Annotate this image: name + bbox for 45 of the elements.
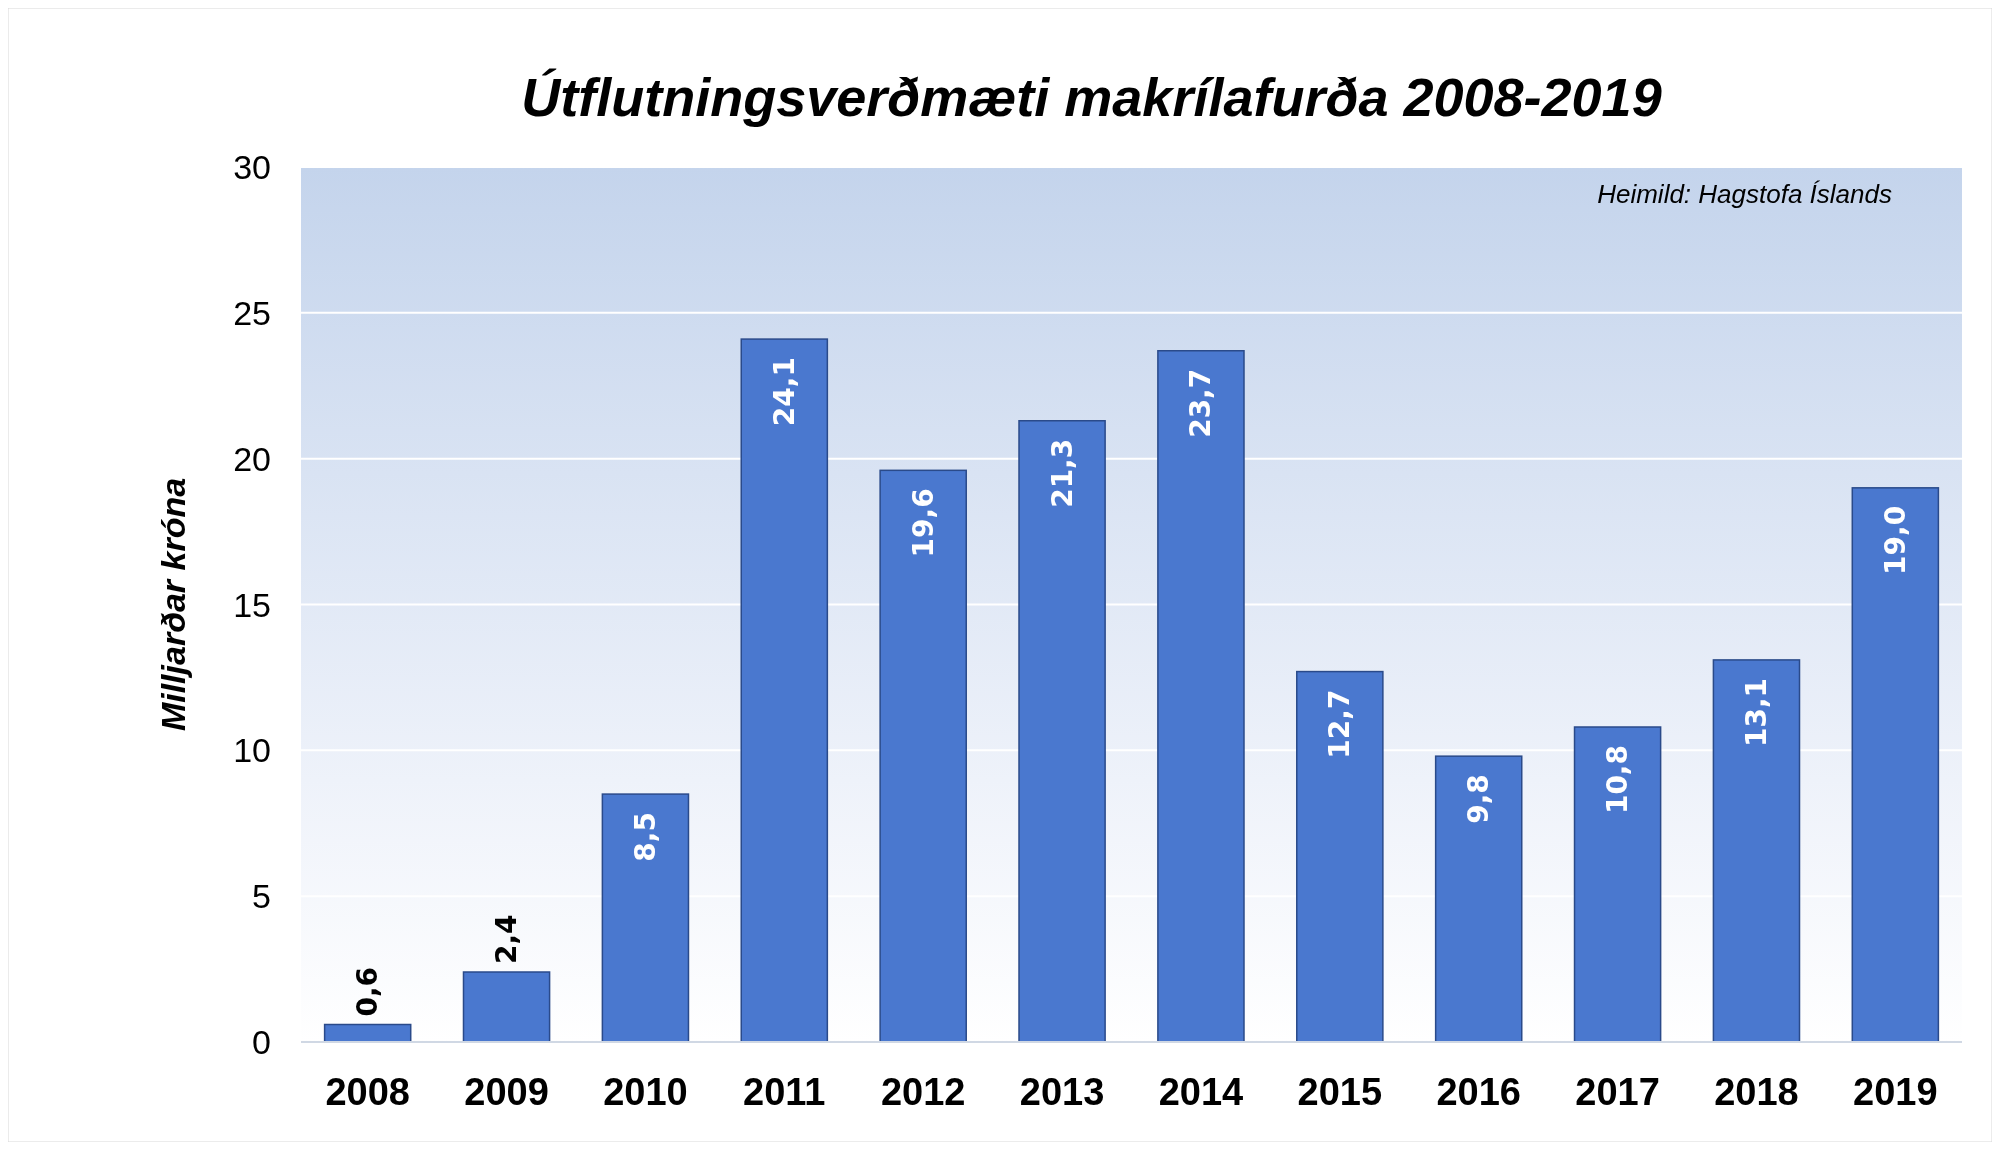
x-tick-label: 2019 xyxy=(1853,1071,1938,1113)
x-tick-label: 2015 xyxy=(1297,1071,1383,1113)
data-label: 10,8 xyxy=(1601,745,1635,815)
data-label: 0,6 xyxy=(351,966,385,1017)
x-tick-label: 2009 xyxy=(464,1071,549,1113)
x-tick-label: 2014 xyxy=(1158,1071,1244,1113)
data-label: 23,7 xyxy=(1184,368,1218,438)
y-tick-label: 25 xyxy=(233,293,271,332)
y-tick-label: 5 xyxy=(252,877,271,916)
data-label: 9,8 xyxy=(1462,774,1496,824)
data-label: 13,1 xyxy=(1739,677,1773,748)
data-label: 19,0 xyxy=(1878,505,1912,575)
data-label: 8,5 xyxy=(628,812,662,862)
x-tick-label: 2011 xyxy=(743,1071,826,1113)
x-tick-label: 2013 xyxy=(1019,1071,1105,1113)
data-label: 21,3 xyxy=(1045,438,1079,508)
bar xyxy=(879,469,967,1043)
data-label: 12,7 xyxy=(1323,689,1357,759)
bar xyxy=(1712,659,1801,1043)
bar xyxy=(740,338,829,1043)
bar xyxy=(1851,487,1940,1043)
data-label: 19,6 xyxy=(906,488,940,558)
bar xyxy=(1434,755,1523,1043)
x-tick-label: 2016 xyxy=(1436,1071,1521,1113)
x-tick-label: 2010 xyxy=(603,1071,688,1113)
data-label: 2,4 xyxy=(490,914,524,964)
bar xyxy=(1296,670,1384,1043)
bar xyxy=(1018,420,1106,1043)
data-label: 24,1 xyxy=(767,357,801,427)
bar xyxy=(1573,726,1662,1043)
y-tick-label: 30 xyxy=(233,148,271,186)
bar xyxy=(601,793,690,1043)
x-tick-label: 2017 xyxy=(1575,1071,1660,1113)
y-tick-label: 0 xyxy=(252,1023,271,1061)
y-axis-title: Milljarðar króna xyxy=(154,477,192,732)
y-tick-label: 20 xyxy=(233,439,271,478)
x-tick-label: 2018 xyxy=(1714,1071,1799,1113)
x-tick-label: 2008 xyxy=(325,1071,410,1113)
y-tick-label: 15 xyxy=(233,585,271,624)
x-tick-label: 2012 xyxy=(880,1071,966,1113)
annotation: Heimild: Hagstofa Íslands xyxy=(1597,179,1892,209)
y-tick-label: 10 xyxy=(233,731,271,770)
bar xyxy=(1157,350,1245,1043)
chart-title: Útflutningsverðmæti makrílafurða 2008-2019 xyxy=(521,67,1662,127)
bar xyxy=(462,971,551,1043)
